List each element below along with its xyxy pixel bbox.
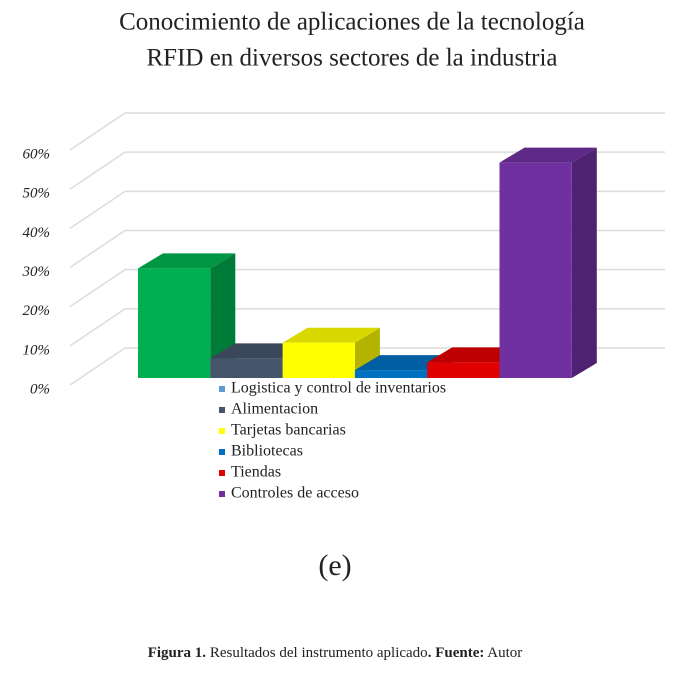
legend-label: Alimentacion bbox=[231, 401, 318, 418]
y-tick-label: 0% bbox=[30, 381, 50, 397]
legend-swatch bbox=[219, 407, 225, 413]
legend-label: Tarjetas bancarias bbox=[231, 422, 346, 439]
grid-line bbox=[69, 190, 665, 229]
legend-label: Bibliotecas bbox=[231, 443, 303, 460]
y-tick-label: 40% bbox=[23, 225, 51, 241]
y-tick-label: 50% bbox=[23, 186, 51, 202]
bar-face bbox=[282, 342, 355, 378]
bar-face bbox=[210, 253, 236, 378]
grid-line bbox=[69, 308, 665, 347]
caption: Figura 1. Resultados del instrumento apl… bbox=[148, 645, 523, 661]
bar-face bbox=[499, 162, 572, 378]
caption-source: Autor bbox=[484, 645, 522, 661]
bar-face bbox=[571, 147, 597, 378]
bar-face bbox=[427, 362, 500, 378]
grid-line bbox=[69, 268, 665, 308]
legend-label: Logistica y control de inventarios bbox=[231, 380, 446, 397]
panel-label: (e) bbox=[318, 549, 351, 582]
caption-dot: . bbox=[428, 645, 432, 661]
legend-swatch bbox=[219, 491, 225, 497]
bar bbox=[282, 327, 380, 378]
bar bbox=[499, 147, 597, 378]
grid-line bbox=[69, 229, 665, 269]
bar-face bbox=[354, 370, 428, 378]
legend-swatch bbox=[219, 428, 225, 434]
bar-face bbox=[282, 327, 380, 343]
legend-swatch bbox=[219, 449, 225, 455]
bar-face bbox=[499, 147, 597, 163]
caption-label: Figura 1. bbox=[148, 645, 207, 661]
y-tick-label: 30% bbox=[22, 264, 51, 280]
y-tick-label: 10% bbox=[23, 342, 51, 358]
caption-source-label: Fuente: bbox=[431, 645, 484, 661]
legend-swatch bbox=[219, 470, 225, 476]
y-tick-label: 60% bbox=[23, 146, 51, 162]
chart-title: RFID en diversos sectores de la industri… bbox=[146, 45, 557, 72]
bar bbox=[138, 253, 236, 378]
bar-face bbox=[138, 253, 236, 269]
y-tick-label: 20% bbox=[23, 303, 51, 319]
legend-swatch bbox=[219, 386, 225, 392]
legend-label: Tiendas bbox=[231, 464, 281, 481]
chart-title: Conocimiento de aplicaciones de la tecno… bbox=[119, 9, 585, 36]
bar-face bbox=[138, 268, 211, 378]
grid-line bbox=[69, 112, 665, 151]
grid-line bbox=[69, 151, 665, 190]
caption-text: Resultados del instrumento aplicado bbox=[206, 645, 428, 661]
legend-label: Controles de acceso bbox=[231, 485, 359, 502]
bar-face bbox=[210, 358, 283, 378]
